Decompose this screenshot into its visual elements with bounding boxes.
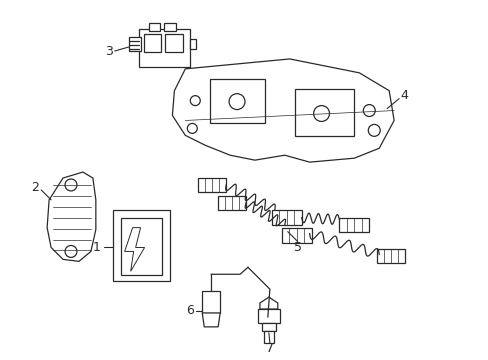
Polygon shape <box>202 313 220 327</box>
Bar <box>121 218 162 275</box>
Bar <box>164 23 176 31</box>
Bar <box>113 210 170 281</box>
Bar <box>218 196 245 210</box>
Bar <box>190 39 196 49</box>
Polygon shape <box>260 297 277 309</box>
Bar <box>143 34 161 52</box>
Bar <box>294 89 354 136</box>
Bar <box>262 323 275 331</box>
Bar <box>198 178 225 192</box>
Text: 3: 3 <box>104 45 112 58</box>
Bar <box>210 79 264 123</box>
Bar <box>271 210 301 225</box>
Text: 2: 2 <box>31 181 39 194</box>
Polygon shape <box>172 59 393 162</box>
Polygon shape <box>124 228 144 271</box>
Bar <box>138 29 190 67</box>
Bar <box>257 309 279 323</box>
Bar <box>165 34 183 52</box>
Text: 5: 5 <box>293 241 301 254</box>
Text: 7: 7 <box>265 342 273 355</box>
Text: 6: 6 <box>186 305 194 318</box>
Bar <box>202 291 220 313</box>
Bar <box>264 331 273 343</box>
Bar <box>339 218 368 231</box>
Bar <box>148 23 160 31</box>
Text: 1: 1 <box>93 241 101 254</box>
Text: 4: 4 <box>399 89 407 102</box>
Bar <box>128 37 141 51</box>
Bar <box>281 228 311 243</box>
Polygon shape <box>47 172 96 261</box>
Bar <box>376 249 404 264</box>
